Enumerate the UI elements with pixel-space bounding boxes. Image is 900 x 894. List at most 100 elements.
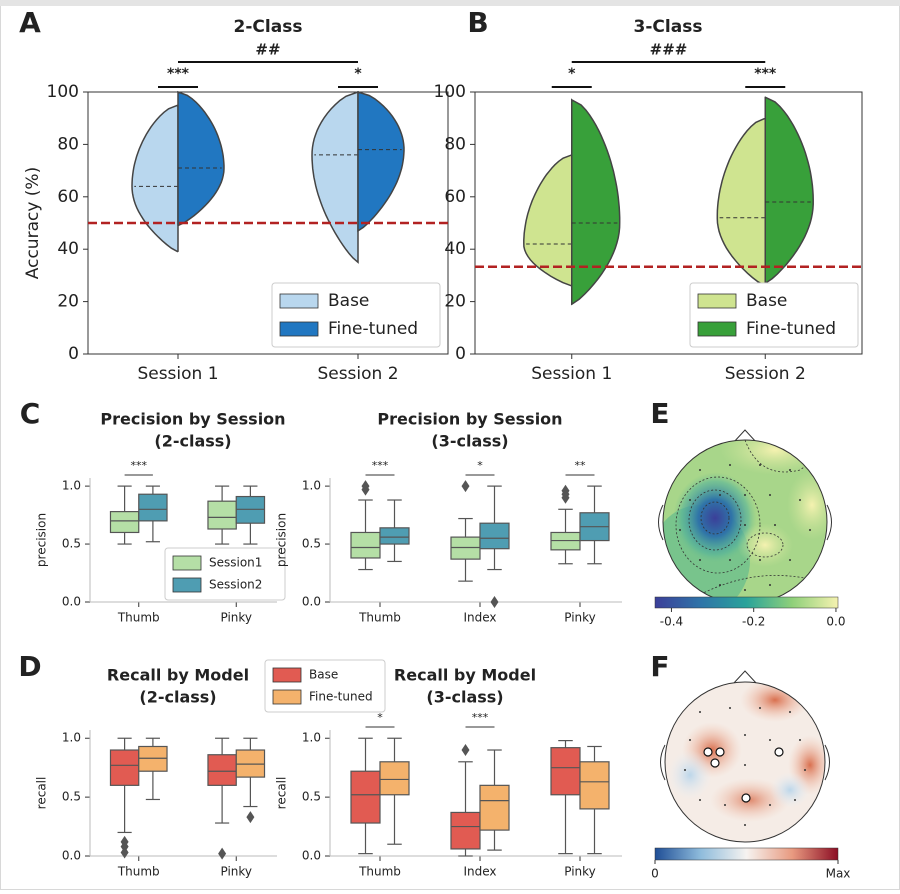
y-tick-label: 0.5 [62, 790, 81, 804]
y-axis-label: precision [275, 513, 289, 567]
chart-subtitle: (2-class) [139, 688, 216, 707]
violin [716, 117, 766, 287]
y-tick-label: 0.0 [62, 849, 81, 863]
significance-label: * [477, 459, 483, 472]
y-tick-label: 0 [455, 344, 466, 364]
significance-label: * [377, 711, 383, 724]
box [379, 761, 410, 796]
box [109, 749, 140, 786]
y-tick-label: 0.0 [302, 849, 321, 863]
plot-frame [474, 91, 863, 355]
box [579, 761, 610, 810]
x-tick-label: Pinky [220, 865, 252, 879]
x-tick-label: Session 2 [317, 364, 398, 384]
between-label: ### [650, 41, 688, 59]
y-tick-label: 1.0 [62, 479, 81, 493]
y-tick-label: 1.0 [302, 731, 321, 745]
outlier [218, 847, 227, 860]
box [350, 531, 381, 559]
x-tick-label: Session 2 [725, 364, 806, 384]
chart-subtitle: (3-class) [426, 688, 503, 707]
chart-title: Recall by Model [394, 666, 536, 685]
violin [357, 90, 405, 233]
legend-swatch [279, 293, 319, 309]
outlier [246, 811, 255, 824]
colorbar-tick-label: -0.4 [660, 615, 683, 629]
top-strip [0, 0, 900, 6]
panel-label: A [19, 6, 41, 39]
chart-title: 2-Class [234, 17, 303, 37]
chart-subtitle: (2-class) [154, 432, 231, 451]
y-tick-label: 0.5 [302, 790, 321, 804]
y-axis-label: precision [35, 513, 49, 567]
violin [764, 96, 814, 285]
significance-label: *** [472, 711, 489, 724]
y-axis-label: Accuracy (%) [23, 167, 43, 279]
x-tick-label: Pinky [220, 611, 252, 625]
between-label: ## [255, 41, 280, 59]
box [207, 754, 237, 786]
legend-label: Fine-tuned [746, 319, 836, 339]
box [207, 500, 237, 530]
colorbar-tick-label: Max [826, 867, 851, 881]
x-tick-label: Pinky [564, 611, 596, 625]
legend-label: Fine-tuned [328, 319, 418, 339]
y-tick-label: 40 [57, 239, 79, 259]
legend-label: Base [746, 291, 787, 311]
x-tick-label: Session 1 [531, 364, 612, 384]
y-tick-label: 1.0 [62, 731, 81, 745]
y-axis-label: recall [35, 777, 49, 810]
panel-label: F [650, 650, 669, 683]
outlier [461, 744, 470, 757]
box [350, 770, 381, 824]
chart-title: 3-Class [634, 17, 703, 37]
legend-swatch [697, 293, 737, 309]
significance-label: *** [131, 459, 148, 472]
legend-label: Session2 [209, 578, 262, 592]
outlier [120, 835, 129, 848]
significance-label: * [568, 66, 576, 82]
y-tick-label: 0.5 [62, 537, 81, 551]
y-axis-label: recall [275, 777, 289, 810]
y-tick-label: 60 [57, 187, 79, 207]
x-tick-label: Thumb [117, 865, 160, 879]
x-tick-label: Thumb [358, 865, 401, 879]
x-tick-label: Thumb [358, 611, 401, 625]
y-tick-label: 0.0 [302, 595, 321, 609]
box [109, 511, 140, 534]
y-tick-label: 0.5 [302, 537, 321, 551]
x-tick-label: Index [463, 611, 496, 625]
panel-label: D [18, 650, 41, 683]
x-tick-label: Session 1 [137, 364, 218, 384]
y-tick-label: 80 [57, 134, 79, 154]
violin [571, 98, 621, 306]
legend-swatch [279, 321, 319, 337]
colorbar-tick-label: 0.0 [826, 615, 845, 629]
y-tick-label: 100 [47, 82, 79, 102]
outlier [490, 596, 499, 608]
y-tick-label: 0.0 [62, 595, 81, 609]
legend-swatch [697, 321, 737, 337]
legend-label: Base [309, 668, 338, 682]
box [379, 527, 410, 545]
y-tick-label: 60 [444, 187, 466, 207]
colorbar-tick-label: -0.2 [742, 615, 765, 629]
x-tick-label: Index [463, 865, 496, 879]
legend-label: Base [328, 291, 369, 311]
y-tick-label: 20 [444, 292, 466, 312]
chart-title: Recall by Model [107, 666, 249, 685]
box [450, 811, 481, 850]
x-tick-label: Pinky [564, 865, 596, 879]
legend-swatch [172, 577, 202, 593]
legend-label: Fine-tuned [309, 690, 373, 704]
legend-label: Session1 [209, 556, 262, 570]
significance-label: *** [167, 66, 190, 82]
panel-label: B [467, 6, 488, 39]
y-tick-label: 80 [444, 134, 466, 154]
chart-title: Precision by Session [100, 410, 285, 429]
outlier [461, 480, 470, 493]
colorbar-tick-label: 0 [651, 867, 659, 881]
significance-label: * [354, 66, 362, 82]
significance-label: ** [575, 459, 587, 472]
